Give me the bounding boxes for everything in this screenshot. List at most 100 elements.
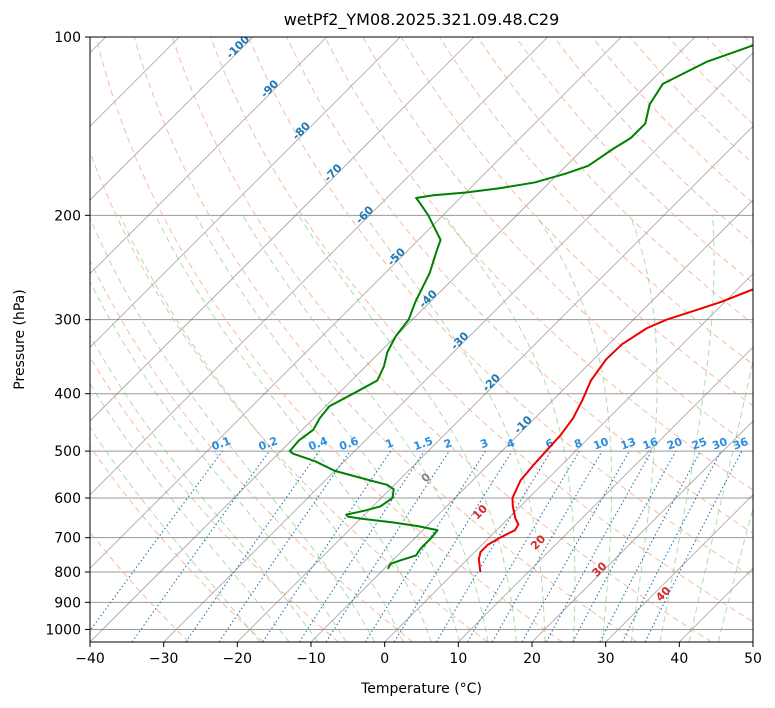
moist-adiabat-line xyxy=(195,215,461,642)
dry-adiabat-line xyxy=(90,445,264,642)
y-tick-label: 800 xyxy=(54,565,81,581)
dry-adiabat-line xyxy=(286,37,753,534)
isobar-grid xyxy=(90,37,753,630)
mixing-ratio-label: 1 xyxy=(384,436,396,451)
mixing-ratio-label: 0.4 xyxy=(307,434,330,453)
sounding-profiles xyxy=(288,44,753,573)
x-tick-label: −10 xyxy=(296,651,326,667)
x-tick-label: 10 xyxy=(449,651,467,667)
y-axis-label: Pressure (hPa) xyxy=(12,289,28,389)
mixing-ratio-line xyxy=(131,450,270,642)
mixing-ratio-label: 2 xyxy=(442,436,454,451)
mixing-ratio-line xyxy=(90,450,223,632)
y-axis-ticks: 100 200 300 400 500 600 700 800 900 1000 xyxy=(45,30,90,638)
temperature-profile-line xyxy=(477,288,753,573)
mixing-ratio-line xyxy=(393,450,513,642)
plot-frame xyxy=(89,36,754,643)
isotherm-line xyxy=(384,273,753,642)
mixing-ratio-label: 36 xyxy=(731,435,750,453)
isotherm-grid xyxy=(90,37,753,642)
moist-adiabat-line xyxy=(444,215,576,642)
dry-adiabats xyxy=(90,37,753,642)
dry-adiabat-line xyxy=(248,37,753,578)
mixing-ratio-line xyxy=(325,450,450,642)
isotherm-line xyxy=(90,37,401,348)
x-tick-label: −40 xyxy=(75,651,105,667)
x-tick-label: 20 xyxy=(523,651,541,667)
x-tick-label: 30 xyxy=(597,651,615,667)
dry-adiabat-line xyxy=(171,37,712,642)
dry-adiabat-line xyxy=(515,37,753,284)
mixing-ratio-label: 25 xyxy=(690,435,709,452)
isotherm-line xyxy=(90,37,548,496)
isotherm-line xyxy=(605,494,753,642)
dry-adiabat-line xyxy=(90,356,339,642)
dry-adiabat-line xyxy=(324,37,753,491)
mixing-ratio-line xyxy=(185,450,320,642)
moist-adiabat-line xyxy=(629,215,658,642)
mixing-ratio-label: 30 xyxy=(710,435,729,453)
moist-adiabat-line xyxy=(242,215,489,642)
mixing-ratio-lines xyxy=(90,450,743,642)
moist-adiabat-line xyxy=(90,280,347,642)
isotherm-line xyxy=(458,346,753,642)
mixing-ratio-line xyxy=(218,450,351,642)
y-tick-label: 200 xyxy=(54,208,81,224)
mixing-ratio-line xyxy=(644,450,743,642)
isotherm-line xyxy=(531,420,753,642)
dry-adiabat-line xyxy=(95,37,563,642)
x-tick-label: −30 xyxy=(149,651,179,667)
mixing-ratio-label: 0.2 xyxy=(257,434,280,453)
x-tick-label: 0 xyxy=(380,651,389,667)
y-tick-label: 300 xyxy=(54,313,81,329)
moist-adiabat-line xyxy=(659,215,715,642)
y-tick-label: 900 xyxy=(54,595,81,611)
mixing-ratio-label: 0.6 xyxy=(338,434,361,453)
moist-adiabat-line xyxy=(154,215,432,642)
mixing-ratio-label: 3 xyxy=(478,436,490,451)
isotherm-line xyxy=(90,37,622,569)
dry-adiabat-line xyxy=(210,37,753,623)
mixing-ratio-label: 20 xyxy=(665,435,684,453)
chart-title: wetPf2_YM08.2025.321.09.48.C29 xyxy=(284,10,560,30)
isotherm-line xyxy=(163,52,753,642)
y-tick-label: 500 xyxy=(54,444,81,460)
mixing-ratio-line xyxy=(298,450,425,642)
mixing-ratio-label: 4 xyxy=(505,436,517,451)
mixing-ratio-label: 13 xyxy=(619,435,638,452)
y-tick-label: 1000 xyxy=(45,622,81,638)
plot-area: 0.1 0.2 0.4 0.6 1 1.5 2 3 4 6 8 10 13 16 20 25 30 36-100-… xyxy=(90,37,753,642)
mixing-ratio-line xyxy=(572,450,677,642)
moist-adiabat-line xyxy=(90,216,376,642)
y-tick-label: 100 xyxy=(54,30,81,46)
isotherm-line xyxy=(90,37,254,201)
x-tick-label: 50 xyxy=(744,651,762,667)
mixing-ratio-line xyxy=(262,450,392,642)
dry-adiabat-line xyxy=(90,259,414,642)
moist-adiabat-line xyxy=(90,334,319,642)
x-tick-label: 40 xyxy=(670,651,688,667)
isotherm-line xyxy=(237,125,753,642)
moist-adiabat-line xyxy=(364,215,546,642)
mixing-ratio-label: 8 xyxy=(572,436,584,451)
mixing-ratio-label: 16 xyxy=(641,435,660,453)
isotherm-line xyxy=(90,37,475,422)
mixing-ratio-label: 0.1 xyxy=(210,434,233,453)
isotherm-line xyxy=(90,37,327,275)
mixing-ratio-label: 6 xyxy=(544,436,556,451)
mixing-ratio-label: 10 xyxy=(592,435,611,453)
mixing-ratio-line xyxy=(545,450,653,642)
moist-adiabat-line xyxy=(90,426,261,642)
moist-adiabat-line xyxy=(119,215,404,642)
moist-adiabat-line xyxy=(535,215,613,642)
dewpoint-profile-line xyxy=(288,44,753,570)
mixing-ratio-line xyxy=(521,450,630,642)
mixing-ratio-label: 1.5 xyxy=(412,434,435,453)
y-tick-label: 400 xyxy=(54,387,81,403)
x-axis-ticks: −40 −30 −20 −10 0 10 20 30 40 50 xyxy=(75,642,762,667)
x-tick-label: −20 xyxy=(223,651,253,667)
isotherm-line xyxy=(90,37,696,642)
y-tick-label: 700 xyxy=(54,531,81,547)
y-tick-label: 600 xyxy=(54,491,81,507)
